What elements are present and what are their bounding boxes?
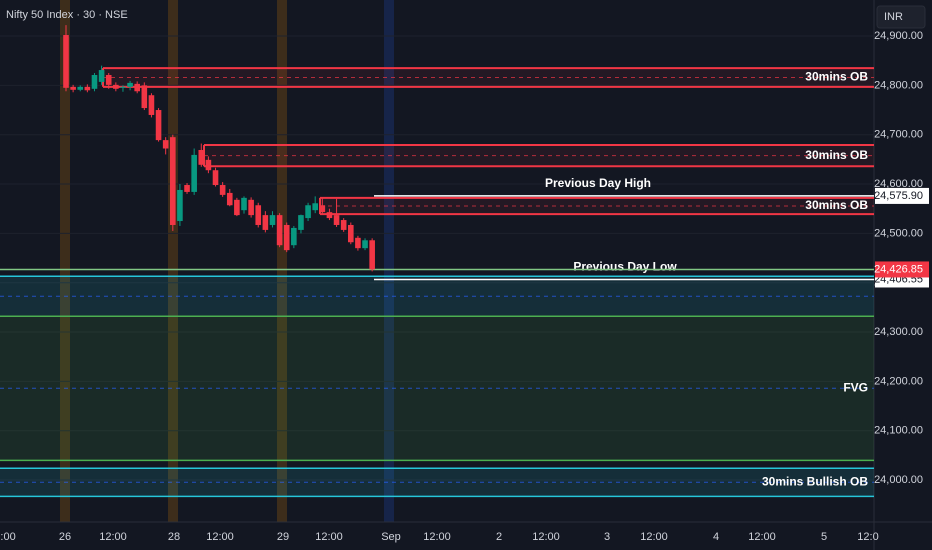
- y-tick-label: 24,300.00: [874, 326, 923, 338]
- y-tick-label: 24,600.00: [874, 178, 923, 190]
- x-tick-label: 12:00: [532, 531, 560, 543]
- candle-body: [212, 170, 219, 186]
- candle-body: [148, 95, 155, 115]
- candle-body: [155, 110, 162, 141]
- x-tick-label: 12:00: [748, 531, 776, 543]
- plot: 30mins OB 30mins OB 30mins OB FVG 30mins Bul…: [0, 25, 874, 498]
- candle-body: [269, 215, 276, 225]
- y-tick-label: 24,800.00: [874, 79, 923, 91]
- x-tick-label: 12:00: [315, 531, 343, 543]
- candle-body: [276, 215, 283, 246]
- session-band: [277, 0, 287, 522]
- x-tick-label: 2:00: [0, 531, 16, 543]
- session-band: [60, 0, 70, 522]
- zone-label: 30mins OB: [805, 148, 868, 162]
- price-tag-label: 24,426.85: [874, 263, 923, 275]
- zone-label: 30mins Bullish OB: [762, 474, 868, 488]
- candle-body: [348, 224, 354, 243]
- session-band: [384, 0, 394, 522]
- zone: [204, 145, 874, 167]
- candle-body: [77, 86, 84, 90]
- zone: [320, 197, 874, 215]
- candle-body: [362, 240, 368, 249]
- candle-body: [198, 149, 205, 165]
- candle-body: [248, 199, 254, 216]
- level-label: Previous Day High: [545, 176, 651, 190]
- candle-body: [177, 189, 183, 222]
- candle-body: [127, 82, 133, 87]
- candle-body: [91, 74, 98, 89]
- y-tick-label: 24,000.00: [874, 474, 923, 486]
- candle-body: [241, 197, 247, 211]
- candle-body: [184, 185, 190, 192]
- x-tick-label: 12:00: [206, 531, 234, 543]
- candle-body: [84, 86, 91, 91]
- x-tick-label: 28: [168, 531, 180, 543]
- x-tick-label: 26: [59, 531, 71, 543]
- x-tick-label: 5: [821, 531, 827, 543]
- candle-body: [262, 215, 269, 230]
- price-tag: [875, 187, 929, 204]
- y-tick-label: 24,700.00: [874, 129, 923, 141]
- y-tick-label: 24,200.00: [874, 375, 923, 387]
- candle-body: [340, 220, 347, 230]
- candle-body: [283, 224, 290, 251]
- symbol-title: Nifty 50 Index · 30 · NSE: [6, 9, 128, 21]
- candle-body: [319, 205, 326, 213]
- price-tag-label: 24,575.90: [874, 190, 923, 202]
- zone-label: 30mins OB: [805, 70, 868, 84]
- candle-body: [162, 140, 169, 149]
- x-tick-label: 29: [277, 531, 289, 543]
- candle-body: [234, 199, 240, 216]
- candle-body: [120, 86, 126, 88]
- currency-button[interactable]: [876, 5, 926, 29]
- session-bands: [60, 0, 394, 522]
- price-tag: [875, 261, 929, 278]
- candle-body: [305, 205, 311, 219]
- x-tick-label: 2: [496, 531, 502, 543]
- candle-body: [219, 185, 226, 195]
- candle-body: [191, 154, 197, 192]
- candle-body: [291, 227, 297, 246]
- session-band: [168, 0, 178, 522]
- candle-body: [333, 215, 340, 225]
- candle-body: [98, 70, 105, 82]
- candle-body: [170, 137, 176, 225]
- candle-body: [312, 203, 318, 211]
- zone-label: FVG: [843, 380, 868, 394]
- currency-label[interactable]: INR: [884, 11, 903, 23]
- candle-body: [355, 237, 361, 249]
- candle-body: [369, 240, 375, 270]
- x-tick-label: 4: [713, 531, 719, 543]
- y-tick-label: 24,900.00: [874, 30, 923, 42]
- x-tick-label: 3: [604, 531, 610, 543]
- y-tick-label: 24,500.00: [874, 227, 923, 239]
- candle-body: [255, 205, 262, 225]
- y-tick-label: 24,100.00: [874, 425, 923, 437]
- candle-body: [113, 84, 119, 89]
- candle-body: [298, 215, 304, 230]
- candle-body: [205, 159, 212, 171]
- candle-body: [70, 86, 76, 90]
- level-label: Previous Day Low: [573, 260, 677, 274]
- candle-body: [63, 35, 69, 88]
- candle-body: [141, 85, 148, 109]
- candle-body: [134, 83, 140, 92]
- zone-label: 30mins OB: [805, 198, 868, 212]
- x-tick-label: 12:00: [423, 531, 451, 543]
- candle-body: [226, 192, 233, 206]
- x-tick-label: 12:0: [857, 531, 878, 543]
- candle-body: [105, 74, 112, 85]
- x-tick-label: Sep: [381, 531, 401, 543]
- x-tick-label: 12:00: [99, 531, 127, 543]
- candle-body: [326, 212, 333, 219]
- x-tick-label: 12:00: [640, 531, 668, 543]
